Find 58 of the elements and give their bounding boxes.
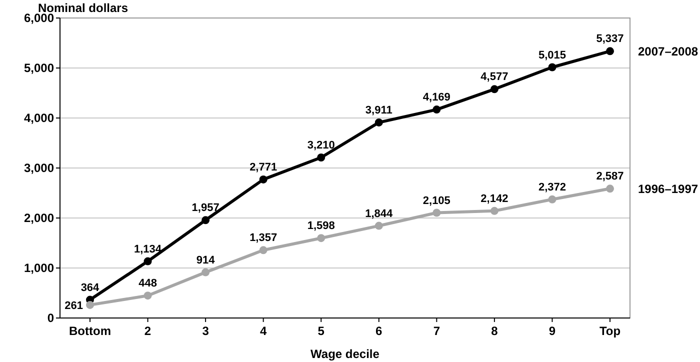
point <box>259 246 268 254</box>
y-tick-label: 0 <box>47 311 54 326</box>
y-tick-label: 1,000 <box>24 261 54 276</box>
data-label: 2,372 <box>538 181 566 194</box>
y-tick-label: 4,000 <box>24 111 54 126</box>
x-tick-label: 3 <box>202 324 210 338</box>
data-label: 1,957 <box>192 202 220 214</box>
point <box>490 206 498 215</box>
data-label: 448 <box>138 278 157 290</box>
data-label: 2,587 <box>596 170 624 183</box>
point <box>86 300 94 309</box>
point <box>202 216 210 224</box>
data-label: 2,771 <box>250 161 278 174</box>
point <box>432 106 441 114</box>
point <box>317 234 326 242</box>
x-tick-label: Bottom <box>69 324 111 338</box>
data-label: 2,142 <box>480 192 508 205</box>
data-label: 1,598 <box>307 220 335 232</box>
data-label: 4,169 <box>422 92 450 104</box>
point <box>144 257 152 266</box>
point <box>606 47 614 56</box>
data-label: 2,105 <box>422 194 450 207</box>
point <box>144 292 152 300</box>
point <box>374 118 383 126</box>
data-label: 1,844 <box>365 208 394 220</box>
x-tick-label: 8 <box>491 324 498 338</box>
data-label: 261 <box>64 300 83 312</box>
text: 2007–2008 <box>638 44 698 58</box>
x-tick-label: 2 <box>144 324 152 338</box>
data-label: 914 <box>196 254 216 266</box>
x-tick-label: 7 <box>433 324 440 338</box>
data-label: 4,577 <box>480 71 508 84</box>
point <box>317 154 326 162</box>
data-label: 5,015 <box>538 49 566 62</box>
x-tick-label: 4 <box>260 324 267 338</box>
point <box>202 268 210 276</box>
data-label: 1,357 <box>250 232 278 244</box>
x-tick-label: Top <box>599 324 621 338</box>
x-tick-label: 9 <box>548 324 556 338</box>
x-axis-title: Wage decile <box>310 347 380 361</box>
x-tick-label: 6 <box>376 324 383 338</box>
y-tick-label: 5,000 <box>24 61 54 76</box>
point <box>606 184 614 193</box>
point <box>259 175 268 184</box>
y-tick-label: 2,000 <box>24 211 54 226</box>
x-tick-label: 5 <box>318 324 325 338</box>
data-label: 1,134 <box>134 243 162 256</box>
data-label: 5,337 <box>596 33 624 46</box>
point <box>374 222 383 230</box>
point <box>548 63 556 72</box>
data-label: 3,210 <box>307 140 335 152</box>
point <box>432 208 441 217</box>
point <box>548 195 556 204</box>
data-label: 364 <box>80 282 100 294</box>
point <box>490 85 498 94</box>
data-label: 3,911 <box>365 104 392 116</box>
y-tick-label: 3,000 <box>24 161 54 176</box>
text: 1996–1997 <box>638 182 698 196</box>
